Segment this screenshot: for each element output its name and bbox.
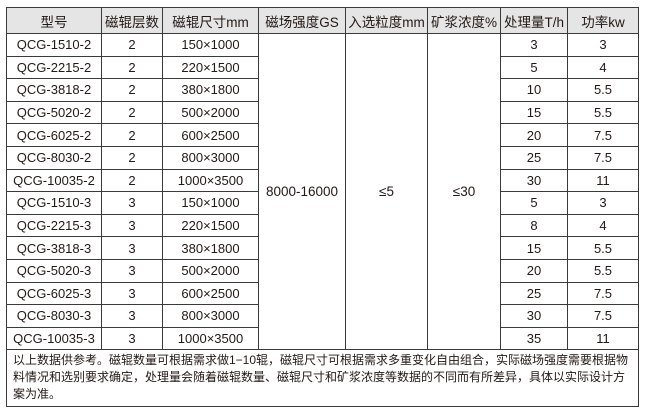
particle-size-cell: ≤5 <box>345 32 428 351</box>
capacity-cell: 3 <box>500 33 568 57</box>
capacity-cell: 25 <box>500 281 568 306</box>
capacity-cell: 15 <box>500 236 568 260</box>
layers-cell: 2 <box>101 33 163 57</box>
header-capacity: 处理量T/h <box>500 7 568 34</box>
capacity-cell: 20 <box>500 258 568 283</box>
capacity-cell: 35 <box>500 326 568 351</box>
model-cell: QCG-2215-2 <box>6 55 102 80</box>
model-cell: QCG-5020-2 <box>6 100 102 125</box>
layers-cell: 2 <box>101 78 163 102</box>
power-cell: 5.5 <box>567 258 639 283</box>
size-cell: 800×3000 <box>162 304 259 328</box>
table-row: QCG-1510-2 2 150×1000 8000-16000 ≤5 ≤30 3 3 <box>6 32 639 351</box>
capacity-cell: 15 <box>500 100 568 125</box>
model-cell: QCG-6025-3 <box>6 281 102 306</box>
layers-cell: 2 <box>101 145 163 170</box>
model-cell: QCG-10035-2 <box>6 168 102 193</box>
power-cell: 4 <box>567 55 639 80</box>
table-row: QCG-10035-3 3 1000×3500 35 11 <box>6 326 639 351</box>
table-row: QCG-10035-2 2 1000×3500 30 11 <box>6 168 639 193</box>
size-cell: 220×1500 <box>162 55 259 80</box>
model-cell: QCG-8030-2 <box>6 145 102 170</box>
power-cell: 5.5 <box>567 78 639 102</box>
layers-cell: 3 <box>101 258 163 283</box>
field-strength-cell: 8000-16000 <box>258 32 346 351</box>
capacity-cell: 8 <box>500 213 568 238</box>
header-pulp-density: 矿浆浓度% <box>427 7 501 34</box>
size-cell: 380×1800 <box>162 78 259 102</box>
size-cell: 600×2500 <box>162 281 259 306</box>
power-cell: 7.5 <box>567 304 639 328</box>
capacity-cell: 5 <box>500 55 568 80</box>
table-row: QCG-8030-2 2 800×3000 25 7.5 <box>6 145 639 170</box>
table-row: QCG-3818-3 3 380×1800 15 5.5 <box>6 236 639 260</box>
size-cell: 150×1000 <box>162 191 259 215</box>
table-row: QCG-8030-3 3 800×3000 30 7.5 <box>6 304 639 328</box>
model-cell: QCG-3818-3 <box>6 236 102 260</box>
power-cell: 5.5 <box>567 100 639 125</box>
size-cell: 1000×3500 <box>162 168 259 193</box>
model-cell: QCG-8030-3 <box>6 304 102 328</box>
capacity-cell: 25 <box>500 145 568 170</box>
power-cell: 11 <box>567 168 639 193</box>
power-cell: 4 <box>567 213 639 238</box>
pulp-density-cell: ≤30 <box>427 32 501 351</box>
layers-cell: 3 <box>101 304 163 328</box>
model-cell: QCG-6025-2 <box>6 123 102 147</box>
layers-cell: 3 <box>101 281 163 306</box>
model-cell: QCG-10035-3 <box>6 326 102 351</box>
power-cell: 3 <box>567 33 639 57</box>
layers-cell: 2 <box>101 100 163 125</box>
table-row: QCG-6025-3 3 600×2500 25 7.5 <box>6 281 639 306</box>
power-cell: 11 <box>567 326 639 351</box>
header-size: 磁辊尺寸mm <box>162 7 259 34</box>
layers-cell: 2 <box>101 55 163 80</box>
size-cell: 500×2000 <box>162 100 259 125</box>
size-cell: 500×2000 <box>162 258 259 283</box>
size-cell: 380×1800 <box>162 236 259 260</box>
size-cell: 150×1000 <box>162 33 259 57</box>
spec-table: 型号 磁辊层数 磁辊尺寸mm 磁场强度GS 入选粒度mm 矿浆浓度% 处理量T/… <box>6 7 639 408</box>
note-text: 以上数据供参考。磁辊数量可根据需求做1−10辊，磁辊尺寸可根据需求多重变化自由组… <box>6 349 639 408</box>
table-row: QCG-1510-3 3 150×1000 5 3 <box>6 191 639 215</box>
header-row: 型号 磁辊层数 磁辊尺寸mm 磁场强度GS 入选粒度mm 矿浆浓度% 处理量T/… <box>6 7 639 34</box>
capacity-cell: 30 <box>500 304 568 328</box>
header-model: 型号 <box>6 7 102 34</box>
header-layers: 磁辊层数 <box>101 7 163 34</box>
power-cell: 5.5 <box>567 236 639 260</box>
header-field-strength: 磁场强度GS <box>258 7 346 34</box>
header-power: 功率kw <box>567 7 639 34</box>
table-row: QCG-3818-2 2 380×1800 10 5.5 <box>6 78 639 102</box>
size-cell: 1000×3500 <box>162 326 259 351</box>
header-particle-size: 入选粒度mm <box>345 7 428 34</box>
layers-cell: 3 <box>101 326 163 351</box>
power-cell: 3 <box>567 191 639 215</box>
power-cell: 7.5 <box>567 281 639 306</box>
model-cell: QCG-1510-2 <box>6 33 102 57</box>
size-cell: 220×1500 <box>162 213 259 238</box>
model-cell: QCG-5020-3 <box>6 258 102 283</box>
capacity-cell: 30 <box>500 168 568 193</box>
layers-cell: 3 <box>101 236 163 260</box>
capacity-cell: 20 <box>500 123 568 147</box>
layers-cell: 3 <box>101 213 163 238</box>
power-cell: 7.5 <box>567 145 639 170</box>
size-cell: 800×3000 <box>162 145 259 170</box>
model-cell: QCG-2215-3 <box>6 213 102 238</box>
capacity-cell: 5 <box>500 191 568 215</box>
note-row: 以上数据供参考。磁辊数量可根据需求做1−10辊，磁辊尺寸可根据需求多重变化自由组… <box>6 349 639 408</box>
table-row: QCG-6025-2 2 600×2500 20 7.5 <box>6 123 639 147</box>
table-row: QCG-5020-3 3 500×2000 20 5.5 <box>6 258 639 283</box>
model-cell: QCG-3818-2 <box>6 78 102 102</box>
size-cell: 600×2500 <box>162 123 259 147</box>
layers-cell: 2 <box>101 123 163 147</box>
layers-cell: 2 <box>101 168 163 193</box>
power-cell: 7.5 <box>567 123 639 147</box>
model-cell: QCG-1510-3 <box>6 191 102 215</box>
capacity-cell: 10 <box>500 78 568 102</box>
layers-cell: 3 <box>101 191 163 215</box>
table-row: QCG-2215-3 3 220×1500 8 4 <box>6 213 639 238</box>
